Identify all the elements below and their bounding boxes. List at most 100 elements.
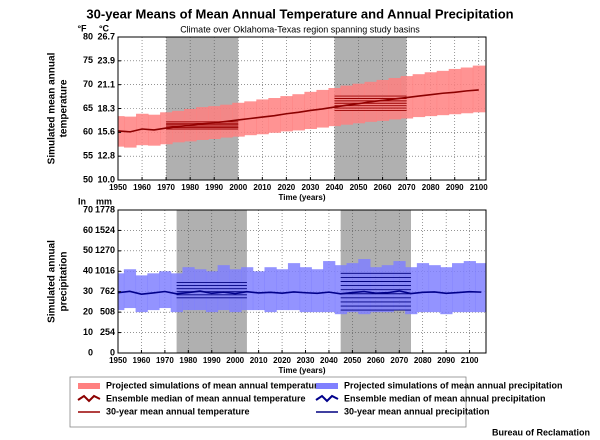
simulation-band — [472, 65, 486, 113]
y-tick-label: 50 — [83, 245, 93, 255]
y-tick-label: 80 — [83, 31, 93, 41]
simulation-band — [475, 263, 486, 313]
y-unit: In — [78, 196, 86, 206]
x-tick-label: 2090 — [437, 356, 455, 365]
y2-tick-label: 254 — [100, 327, 115, 337]
simulation-band — [463, 261, 476, 313]
simulation-band — [229, 269, 242, 313]
y2-tick-label: 1016 — [95, 266, 115, 276]
x-tick-label: 2090 — [446, 183, 464, 192]
x-tick-label: 2070 — [390, 356, 408, 365]
legend-swatch — [77, 394, 101, 403]
legend-swatch — [316, 383, 338, 389]
y2-tick-label: 18.3 — [97, 103, 115, 113]
y-tick-label: 40 — [83, 266, 93, 276]
y2-tick-label: 15.6 — [97, 126, 115, 136]
y-tick-label: 70 — [83, 204, 93, 214]
y2-tick-label: 1270 — [95, 245, 115, 255]
x-tick-label: 1950 — [109, 356, 127, 365]
chart-title: 30-year Means of Mean Annual Temperature… — [86, 6, 513, 21]
x-tick-label: 2000 — [229, 183, 247, 192]
y2-tick-label: 23.9 — [97, 55, 115, 65]
y-unit: °F — [77, 23, 87, 33]
simulation-band — [170, 273, 183, 313]
y-tick-label: 55 — [83, 151, 93, 161]
x-tick-label: 2020 — [277, 183, 295, 192]
legend-label: Ensemble median of mean annual precipita… — [344, 393, 546, 403]
simulation-band — [217, 265, 230, 311]
x-tick-label: 1980 — [181, 183, 199, 192]
y2-tick-label: 0 — [110, 347, 115, 357]
x-tick-label: 2050 — [343, 356, 361, 365]
simulation-band — [428, 265, 441, 313]
x-tick-label: 2040 — [320, 356, 338, 365]
simulation-band — [405, 267, 418, 315]
y-tick-label: 65 — [83, 103, 93, 113]
y2-unit: mm — [96, 196, 112, 206]
y-tick-label: 70 — [83, 79, 93, 89]
simulation-band — [159, 271, 172, 309]
y-axis-title: precipitation — [59, 251, 70, 311]
x-tick-label: 1990 — [205, 183, 223, 192]
plot-area — [118, 37, 486, 180]
x-axis-title: Time (years) — [279, 366, 326, 375]
legend-box — [69, 376, 467, 428]
simulation-band — [416, 263, 430, 313]
y2-tick-label: 762 — [100, 286, 115, 296]
x-tick-label: 2000 — [226, 356, 244, 365]
x-axis-title: Time (years) — [279, 193, 326, 202]
plot-frame — [117, 209, 487, 354]
y2-tick-label: 508 — [100, 307, 115, 317]
simulation-band — [311, 269, 324, 313]
x-tick-label: 2080 — [422, 183, 440, 192]
x-tick-label: 1980 — [179, 356, 197, 365]
simulation-band — [123, 269, 137, 309]
simulation-band — [276, 269, 289, 311]
y2-tick-label: 12.8 — [97, 150, 115, 160]
x-tick-label: 2030 — [302, 183, 320, 192]
x-tick-label: 2010 — [253, 183, 271, 192]
x-tick-label: 2010 — [250, 356, 268, 365]
simulation-band — [299, 267, 312, 313]
y2-unit: °C — [99, 23, 110, 33]
y-tick-label: 60 — [83, 127, 93, 137]
chart-subtitle: Climate over Oklahoma-Texas region spann… — [180, 24, 420, 34]
simulation-band — [346, 263, 359, 313]
x-tick-label: 2060 — [374, 183, 392, 192]
y2-tick-label: 21.1 — [97, 79, 115, 89]
x-tick-label: 1960 — [133, 356, 151, 365]
simulation-band — [381, 265, 394, 313]
median-line — [118, 290, 482, 295]
simulation-band — [252, 271, 265, 311]
footer: Bureau of Reclamation — [492, 427, 590, 437]
x-tick-label: 1960 — [133, 183, 151, 192]
x-tick-label: 2020 — [273, 356, 291, 365]
legend-swatch — [78, 383, 100, 389]
x-tick-label: 2060 — [367, 356, 385, 365]
y2-tick-label: 1524 — [95, 225, 115, 235]
legend-swatch — [315, 394, 339, 403]
y-tick-label: 10 — [83, 327, 93, 337]
x-tick-label: 2100 — [470, 183, 488, 192]
legend-label: Projected simulations of mean annual tem… — [106, 380, 323, 390]
simulation-band — [358, 259, 371, 315]
y2-tick-label: 10.0 — [97, 174, 115, 184]
y2-tick-label: 26.7 — [97, 31, 115, 41]
simulation-band — [323, 261, 336, 313]
simulation-band — [287, 263, 301, 311]
median-line — [118, 89, 479, 133]
legend-label: 30-year mean annual temperature — [106, 406, 250, 416]
simulation-band — [241, 267, 254, 311]
legend-label: 30-year mean annual precipitation — [344, 406, 490, 416]
simulation-band — [440, 267, 453, 315]
y-tick-label: 30 — [83, 286, 93, 296]
y-tick-label: 60 — [83, 225, 93, 235]
x-tick-label: 2030 — [297, 356, 315, 365]
simulation-band — [452, 263, 465, 313]
x-tick-label: 2040 — [326, 183, 344, 192]
y-tick-label: 75 — [83, 55, 93, 65]
y-tick-label: 0 — [88, 347, 93, 357]
legend-label: Projected simulations of mean annual pre… — [344, 380, 563, 390]
x-tick-label: 1950 — [109, 183, 127, 192]
